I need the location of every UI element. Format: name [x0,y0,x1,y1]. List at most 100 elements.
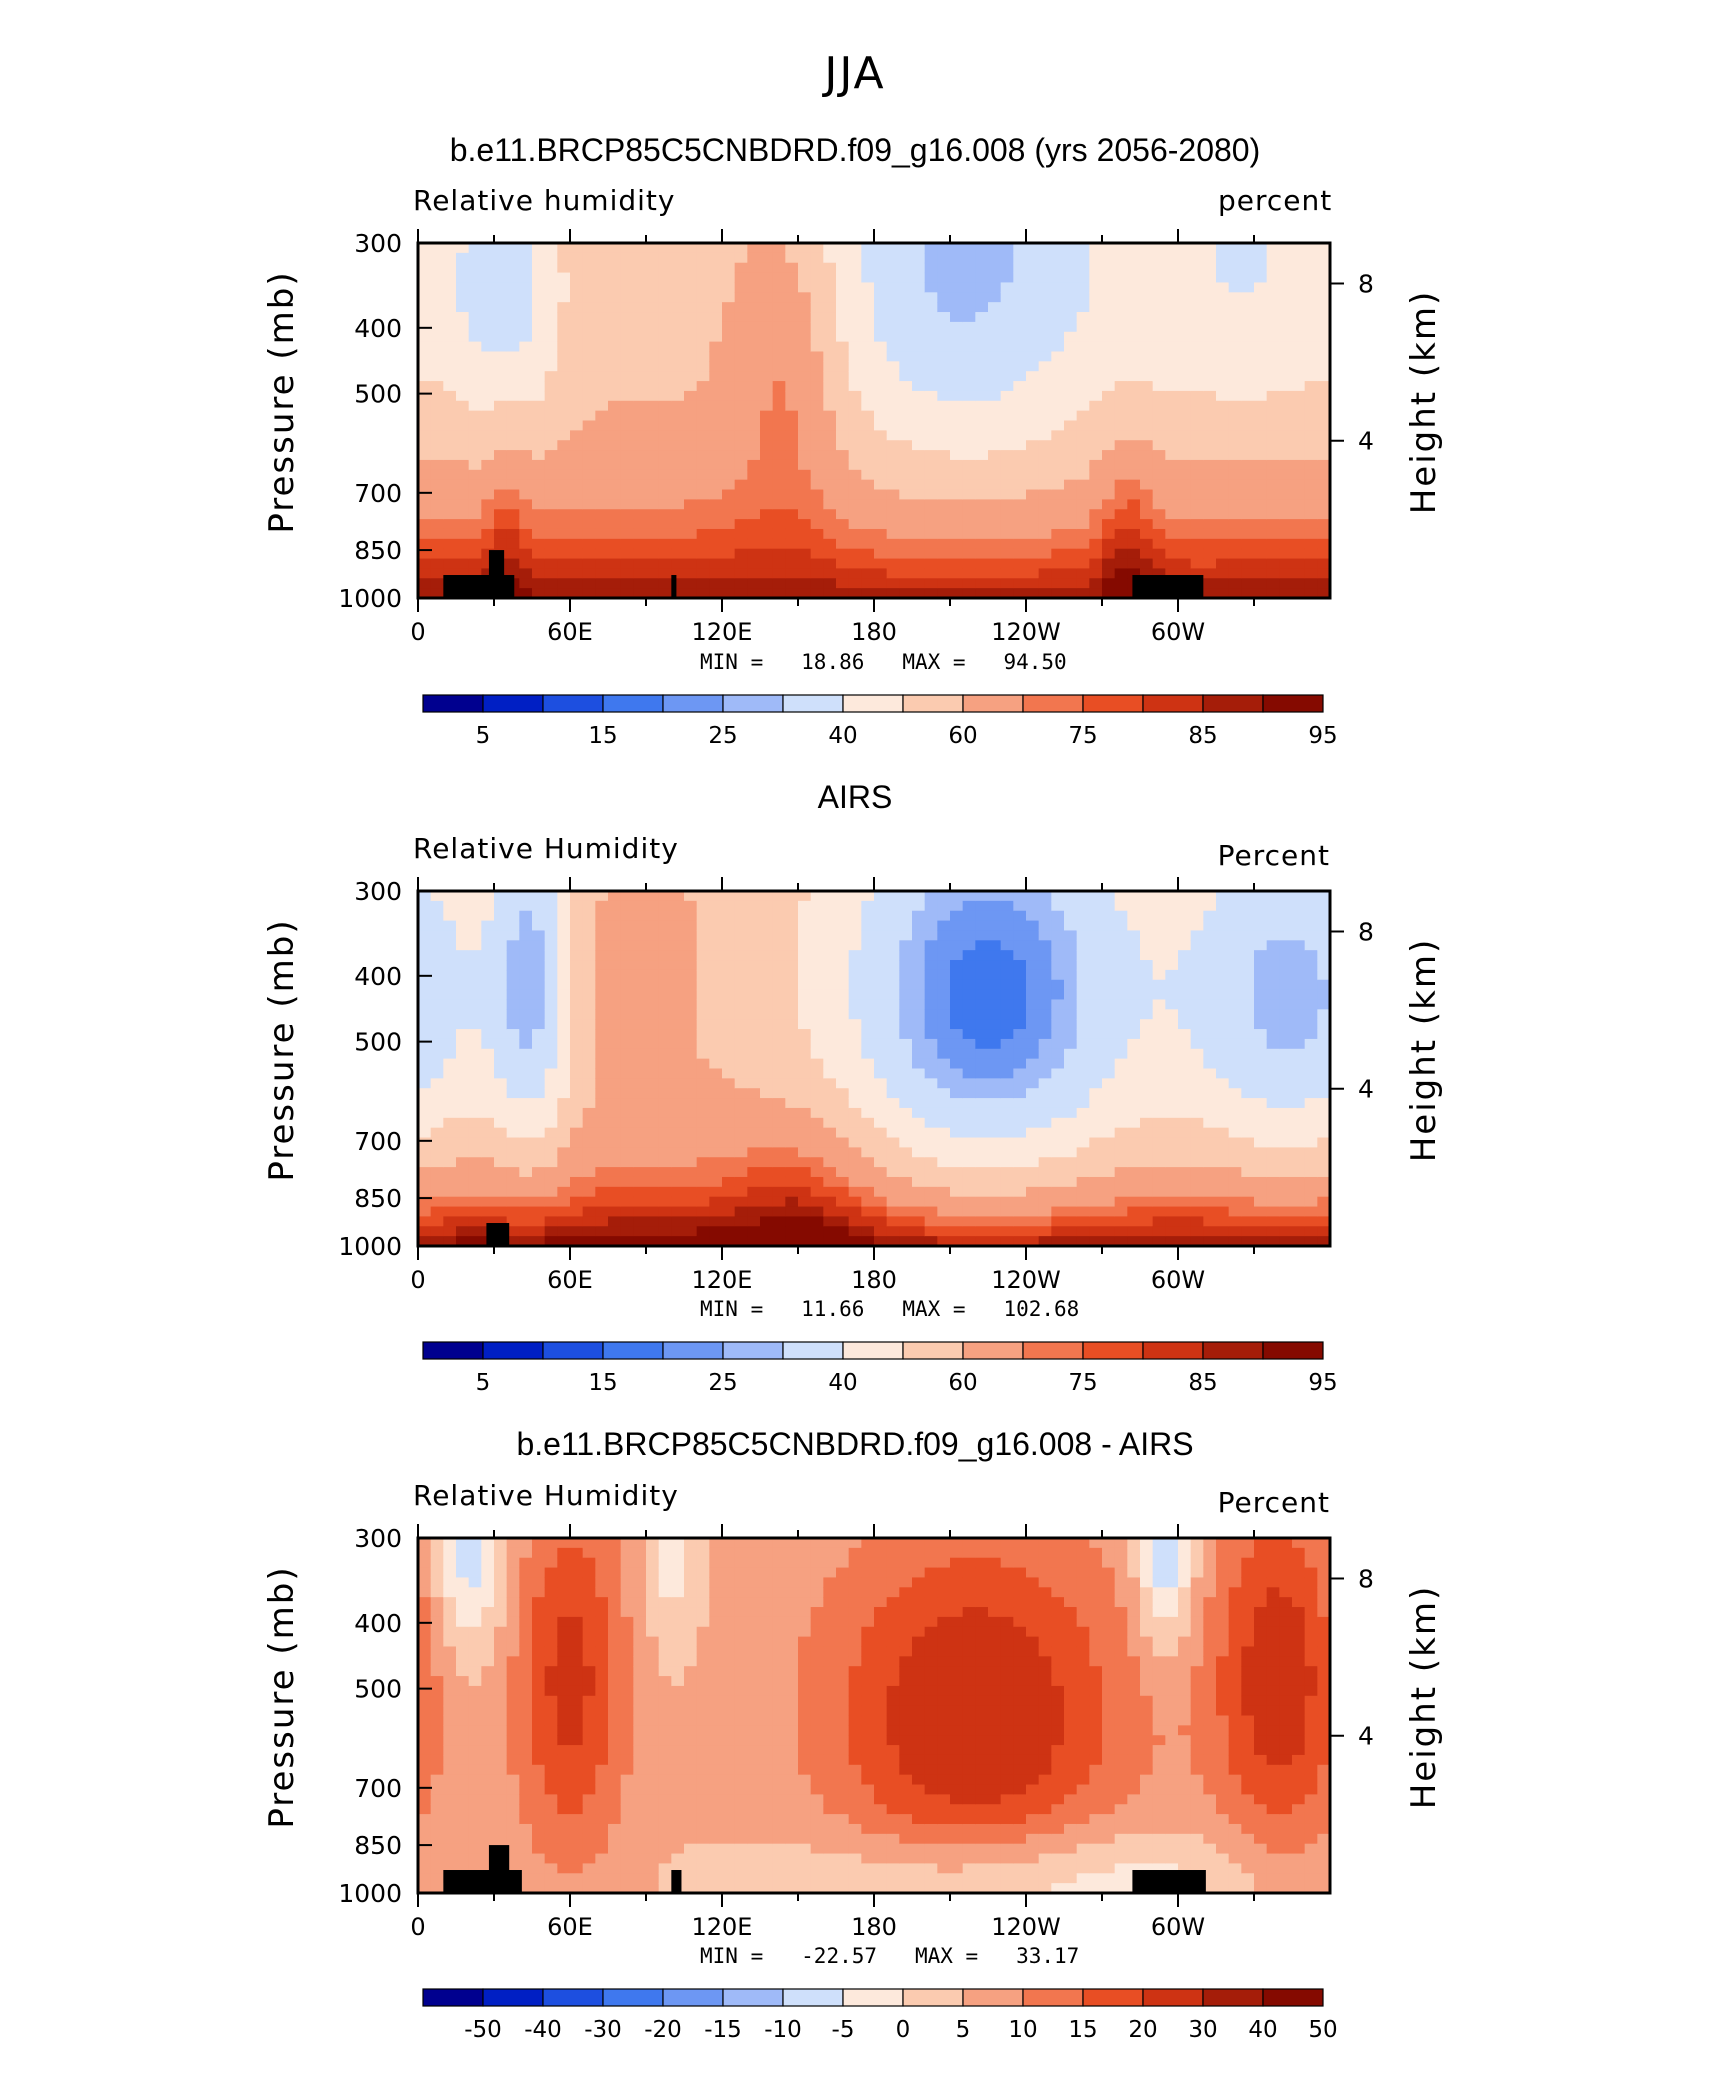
field-cell [1102,568,1116,579]
field-cell [430,578,444,589]
field-cell [418,1196,432,1208]
field-cell [481,341,495,353]
field-cell [608,1186,622,1198]
field-cell [899,252,913,264]
field-cell [418,568,432,579]
field-cell [456,1236,470,1247]
field-cell [633,430,647,441]
field-cell [1216,252,1230,264]
field-cell [608,361,622,372]
field-cell [1190,1236,1204,1247]
field-cell [1152,1196,1166,1208]
field-cell [1114,509,1128,520]
field-cell [1038,950,1052,961]
field-cell [1241,321,1255,333]
colorbar-swatch [1262,694,1324,713]
field-cell [1152,568,1166,579]
field-cell [443,252,457,264]
field-cell [899,410,913,422]
field-cell [506,509,520,520]
field-cell [772,1176,786,1188]
field-cell [494,459,508,471]
field-cell [975,1196,989,1208]
field-cell [582,1088,596,1099]
field-cell [950,1127,964,1139]
field-cell [1228,519,1242,530]
field-cell [1203,1147,1217,1158]
field-cell [684,243,698,254]
field-cell [1279,361,1293,372]
field-cell [1190,400,1204,412]
field-cell [671,469,685,481]
field-cell [430,950,444,961]
field-cell [684,420,698,431]
field-cell [874,1157,888,1168]
field-cell [1114,578,1128,589]
field-cell [1203,910,1217,922]
field-cell [430,930,444,941]
field-cell [532,361,546,372]
field-cell [1102,1009,1116,1020]
field-cell [532,1226,546,1237]
field-cell [861,1078,875,1089]
field-cell [950,381,964,392]
field-cell [975,450,989,461]
field-cell [671,1038,685,1050]
field-cell [570,950,584,961]
field-cell [962,1058,976,1070]
field-cell [1203,1058,1217,1070]
field-cell [519,1226,533,1237]
field-cell [836,479,850,491]
field-cell [772,519,786,530]
field-cell [646,969,660,981]
field-cell [620,302,634,313]
field-cell [924,341,938,353]
field-cell [1190,499,1204,510]
field-cell [494,450,508,461]
field-cell [823,578,837,589]
field-cell [1127,1068,1141,1079]
field-cell [1076,558,1090,570]
field-cell [481,519,495,530]
field-cell [1178,1107,1192,1119]
field-cell [709,558,723,570]
field-cell [620,262,634,274]
field-cell [912,341,926,353]
field-cell [1140,509,1154,520]
field-cell [798,302,812,313]
field-cell [430,252,444,264]
field-cell [1140,262,1154,274]
field-cell [823,371,837,382]
field-cell [1254,400,1268,412]
field-cell [671,331,685,343]
field-cell [1013,489,1027,500]
field-cell [532,1167,546,1178]
field-cell [646,999,660,1010]
field-cell [861,1167,875,1178]
field-cell [1051,312,1065,323]
field-cell [443,272,457,284]
field-cell [1013,1088,1027,1099]
field-cell [709,1058,723,1070]
field-cell [1114,1196,1128,1208]
field-cell [646,1107,660,1119]
field-cell [899,381,913,392]
field-cell [696,420,710,431]
field-cell [494,1167,508,1178]
field-cell [1190,282,1204,293]
field-cell [1140,1117,1154,1129]
field-cell [1165,282,1179,293]
field-cell [709,969,723,981]
field-cell [544,940,558,951]
field-cell [570,302,584,313]
field-cell [722,1038,736,1050]
field-cell [456,1058,470,1070]
field-cell [1165,999,1179,1010]
field-cell [1140,302,1154,313]
field-cell [1038,410,1052,422]
field-cell [1076,1068,1090,1079]
field-cell [1292,390,1306,402]
field-cell [861,900,875,912]
field-cell [1127,499,1141,510]
field-cell [1114,1206,1128,1218]
